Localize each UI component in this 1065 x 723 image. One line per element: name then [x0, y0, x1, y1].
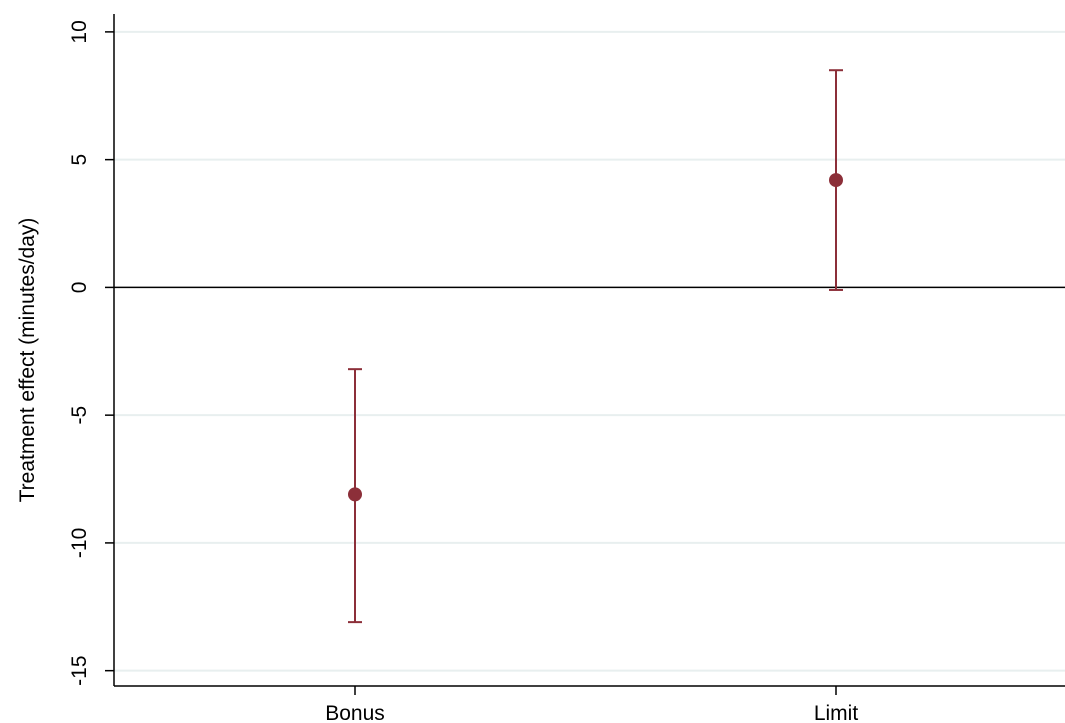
gridlines — [114, 30, 1065, 672]
y-tick-label: -5 — [68, 406, 91, 425]
y-tick-label: -15 — [68, 655, 91, 685]
data-point — [829, 173, 843, 188]
x-axis-ticks: Bonus Limit — [325, 686, 858, 723]
x-tick-label: Limit — [814, 702, 859, 723]
y-tick-label: -10 — [68, 528, 91, 558]
y-tick-label: 0 — [68, 282, 91, 294]
y-tick-label: 10 — [68, 20, 91, 43]
data-point — [348, 487, 362, 502]
axes — [113, 14, 1065, 687]
y-axis-title: Treatment effect (minutes/day) — [16, 218, 39, 503]
x-tick-label: Bonus — [325, 702, 385, 723]
data-marks — [348, 69, 843, 624]
y-tick-label: 5 — [68, 154, 91, 166]
y-axis-ticks: -15 -10 -5 0 5 10 — [68, 20, 114, 686]
